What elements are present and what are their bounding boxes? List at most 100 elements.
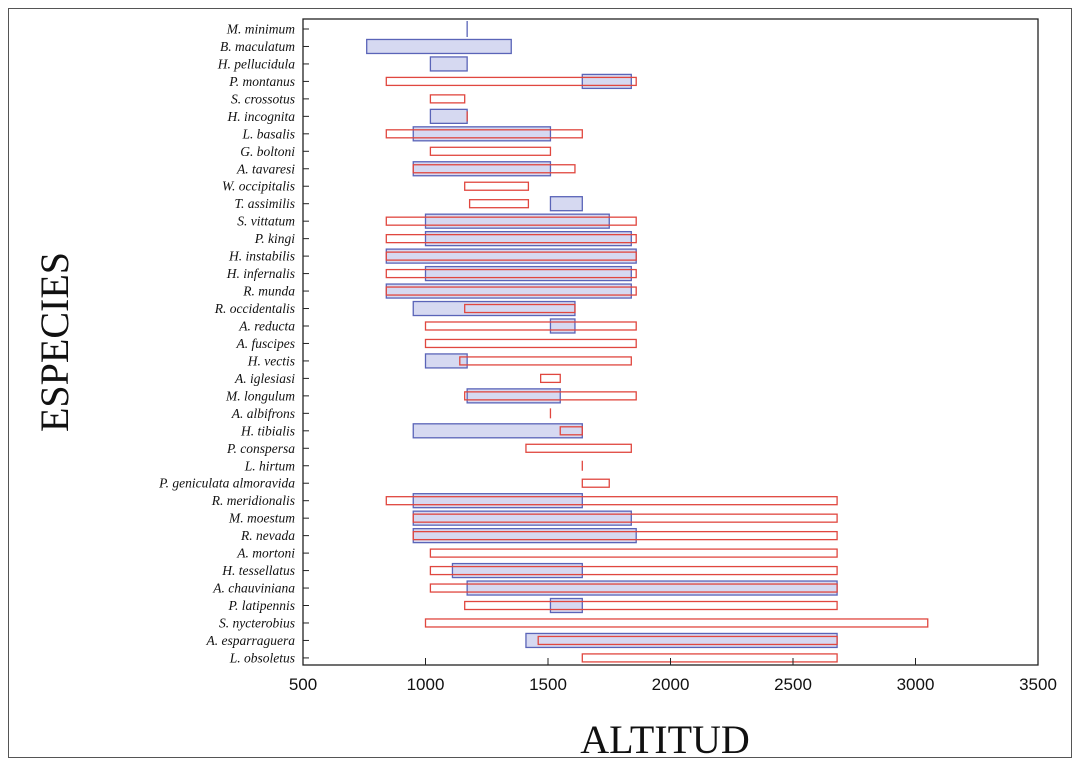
species-label-a-esparraguera: A. esparraguera (206, 633, 296, 648)
species-label-h-vectis: H. vectis (247, 353, 295, 368)
species-label-h-tibialis: H. tibialis (240, 423, 295, 438)
species-label-p-conspersa: P. conspersa (226, 441, 295, 456)
species-label-s-crossotus: S. crossotus (231, 91, 295, 106)
species-label-w-occipitalis: W. occipitalis (222, 179, 295, 194)
species-label-a-reducta: A. reducta (238, 318, 295, 333)
species-label-s-nycterobius: S. nycterobius (219, 615, 295, 630)
species-label-r-munda: R. munda (242, 284, 295, 299)
red-range-r-meridionalis (385, 496, 838, 506)
red-range-g-boltoni (429, 146, 552, 156)
species-label-h-tessellatus: H. tessellatus (221, 563, 295, 578)
y-axis-title: ESPECIES (32, 252, 77, 432)
species-label-p-geniculata-almoravida: P. geniculata almoravida (158, 476, 295, 491)
species-label-l-basalis: L. basalis (241, 126, 295, 141)
red-range-m-longulum (464, 391, 637, 401)
species-label-m-longulum: M. longulum (225, 388, 295, 403)
red-series (385, 76, 929, 663)
x-tick-label-2500: 2500 (774, 675, 812, 694)
red-range-a-reducta (424, 321, 637, 331)
red-range-h-tessellatus (429, 565, 838, 576)
blue-range-p-latipennis (549, 597, 583, 614)
red-range-p-montanus (385, 76, 637, 87)
red-range-a-fuscipes (424, 338, 637, 349)
red-range-r-munda (385, 286, 637, 296)
red-range-p-geniculata-almoravida (581, 478, 610, 488)
red-range-a-esparraguera (537, 635, 838, 646)
red-range-w-occipitalis (464, 181, 530, 191)
red-range-h-vectis (459, 356, 632, 366)
blue-range-r-meridionalis (412, 493, 583, 509)
blue-range-h-instabilis (385, 248, 637, 264)
x-tick-label-1500: 1500 (529, 675, 567, 694)
species-label-s-vittatum: S. vittatum (237, 214, 295, 229)
species-label-h-instabilis: H. instabilis (228, 249, 295, 264)
blue-range-p-kingi (424, 230, 632, 247)
species-label-l-hirtum: L. hirtum (244, 458, 296, 473)
species-label-r-meridionalis: R. meridionalis (211, 493, 295, 508)
y-ticks (303, 28, 309, 659)
blue-series (366, 21, 838, 649)
red-range-l-obsoletus (581, 653, 838, 663)
x-tick-label-2000: 2000 (652, 675, 690, 694)
species-label-a-mortoni: A. mortoni (236, 546, 295, 561)
blue-range-h-infernalis (424, 265, 632, 282)
blue-range-a-chauviniana (466, 580, 838, 596)
red-range-a-mortoni (429, 548, 838, 558)
red-range-a-tavaresi (412, 164, 576, 174)
blue-range-h-pellucidula (429, 56, 468, 72)
species-label-m-minimum: M. minimum (226, 22, 295, 37)
species-labels: M. minimum B. maculatum H. pellucidula P. m… (158, 22, 295, 666)
blue-range-m-longulum (466, 388, 561, 404)
blue-range-h-tessellatus (451, 562, 583, 579)
red-range-h-tibialis (559, 426, 583, 436)
blue-range-s-vittatum (424, 213, 610, 229)
blue-range-t-assimilis (549, 196, 583, 212)
x-tick-label-3000: 3000 (897, 675, 935, 694)
red-range-s-nycterobius (424, 618, 929, 628)
species-label-a-fuscipes: A. fuscipes (236, 336, 296, 351)
red-range-p-latipennis (464, 600, 838, 611)
species-label-t-assimilis: T. assimilis (234, 196, 295, 211)
blue-range-b-maculatum (366, 38, 512, 55)
blue-range-h-incognita (429, 108, 468, 124)
species-label-a-tavaresi: A. tavaresi (236, 161, 295, 176)
red-range-a-iglesiasi (540, 373, 561, 384)
x-axis-title: ALTITUD (580, 717, 750, 762)
x-tick-label-3500: 3500 (1019, 675, 1057, 694)
blue-range-h-tibialis (412, 423, 583, 439)
blue-range-a-esparraguera (525, 632, 838, 649)
red-range-h-infernalis (385, 268, 637, 279)
species-label-g-boltoni: G. boltoni (240, 144, 295, 159)
species-label-r-nevada: R. nevada (240, 528, 295, 543)
species-label-b-maculatum: B. maculatum (220, 39, 295, 54)
red-range-s-vittatum (385, 216, 637, 226)
species-label-p-latipennis: P. latipennis (227, 598, 295, 613)
plot-area (302, 18, 1039, 666)
species-label-a-iglesiasi: A. iglesiasi (234, 371, 295, 386)
red-range-p-kingi (385, 233, 637, 244)
red-range-r-occidentalis (464, 303, 576, 314)
x-tick-label-500: 500 (289, 675, 317, 694)
red-range-s-crossotus (429, 94, 466, 104)
blue-range-a-reducta (549, 318, 576, 334)
red-range-a-chauviniana (429, 583, 838, 593)
species-label-a-chauviniana: A. chauviniana (212, 581, 295, 596)
species-label-h-incognita: H. incognita (227, 109, 296, 124)
species-label-p-kingi: P. kingi (254, 231, 295, 246)
species-label-p-montanus: P. montanus (228, 74, 295, 89)
red-range-t-assimilis (468, 199, 530, 209)
species-label-h-pellucidula: H. pellucidula (217, 56, 295, 71)
blue-range-a-tavaresi (412, 161, 552, 177)
red-range-h-instabilis (385, 251, 637, 261)
blue-range-r-nevada (412, 527, 637, 544)
blue-range-h-vectis (424, 353, 468, 369)
red-range-l-basalis (385, 129, 583, 139)
species-label-h-infernalis: H. infernalis (226, 266, 295, 281)
species-label-r-occidentalis: R. occidentalis (214, 301, 295, 316)
blue-range-l-basalis (412, 126, 552, 142)
red-range-p-conspersa (525, 443, 632, 453)
x-tick-label-1000: 1000 (407, 675, 445, 694)
blue-range-p-montanus (581, 73, 632, 90)
blue-range-r-occidentalis (412, 300, 576, 317)
